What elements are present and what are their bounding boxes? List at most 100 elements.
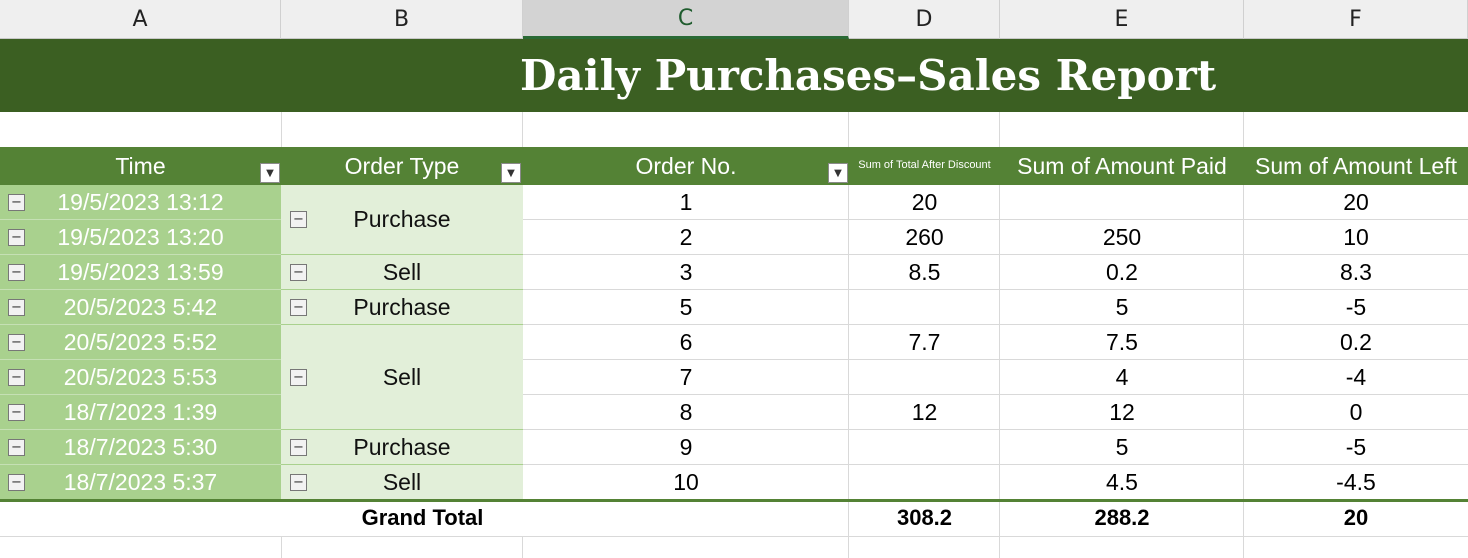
- time-cell[interactable]: 18/7/2023 1:39: [0, 395, 281, 430]
- gridline: [522, 536, 523, 558]
- sum-left-cell[interactable]: -4.5: [1336, 469, 1376, 495]
- sum-total-cell[interactable]: 7.7: [908, 329, 941, 355]
- order-type-cell[interactable]: Sell: [281, 465, 523, 500]
- sum-total-cell[interactable]: [849, 465, 1000, 500]
- time-cell[interactable]: 18/7/2023 5:37: [0, 465, 281, 500]
- sum-paid-cell[interactable]: 7.5: [1106, 329, 1138, 355]
- order-no-cell[interactable]: 10: [673, 469, 699, 495]
- sum-left-cell[interactable]: 10: [1343, 224, 1369, 250]
- sum-total-cell[interactable]: 12: [911, 399, 938, 425]
- collapse-minus-icon[interactable]: −: [8, 229, 25, 246]
- dropdown-arrow-icon: ▼: [507, 167, 515, 179]
- sum-total-cell[interactable]: 20: [911, 189, 938, 215]
- gridline: [999, 185, 1000, 500]
- gridline: [281, 112, 282, 147]
- order-no-cell[interactable]: 6: [679, 329, 693, 355]
- column-header-a[interactable]: A: [0, 0, 281, 39]
- column-header-e[interactable]: E: [1000, 0, 1244, 39]
- time-filter-dropdown[interactable]: ▼: [260, 163, 280, 183]
- collapse-minus-icon[interactable]: −: [8, 299, 25, 316]
- time-cell[interactable]: 20/5/2023 5:42: [0, 290, 281, 325]
- order-no-cell[interactable]: 3: [679, 259, 693, 285]
- gridline: [999, 502, 1000, 558]
- sum-total-cell[interactable]: [849, 360, 1000, 395]
- time-cell[interactable]: 18/7/2023 5:30: [0, 430, 281, 465]
- order-no-cell[interactable]: 7: [679, 364, 693, 390]
- gridline: [281, 536, 282, 558]
- collapse-minus-icon[interactable]: −: [290, 263, 307, 281]
- order-type-cell[interactable]: Purchase: [281, 290, 523, 325]
- header-order-no[interactable]: Order No.: [635, 152, 737, 179]
- collapse-minus-icon[interactable]: −: [8, 264, 25, 281]
- header-sum-amount-paid[interactable]: Sum of Amount Paid: [1017, 152, 1227, 179]
- order-no-cell[interactable]: 2: [679, 224, 693, 250]
- sum-left-cell[interactable]: -5: [1345, 434, 1367, 460]
- column-header-d[interactable]: D: [849, 0, 1000, 39]
- column-header-f[interactable]: F: [1244, 0, 1468, 39]
- collapse-minus-icon[interactable]: −: [290, 298, 307, 316]
- grand-total-sum-paid[interactable]: 288.2: [1094, 505, 1150, 530]
- sum-paid-cell[interactable]: 12: [1109, 399, 1135, 425]
- gridline: [848, 112, 849, 147]
- sum-total-cell[interactable]: [849, 430, 1000, 465]
- grand-total-sum-left[interactable]: 20: [1343, 505, 1369, 530]
- collapse-minus-icon[interactable]: −: [8, 474, 25, 491]
- gridline: [522, 112, 523, 147]
- collapse-minus-icon[interactable]: −: [290, 368, 307, 386]
- column-header-b[interactable]: B: [281, 0, 523, 39]
- order-no-filter-dropdown[interactable]: ▼: [828, 163, 848, 183]
- sum-left-cell[interactable]: -5: [1345, 294, 1367, 320]
- sum-paid-cell[interactable]: [1000, 185, 1244, 220]
- gridline: [1243, 185, 1244, 500]
- sum-total-cell[interactable]: [849, 290, 1000, 325]
- time-cell[interactable]: 19/5/2023 13:12: [0, 185, 281, 220]
- order-type-cell[interactable]: Purchase: [281, 185, 523, 255]
- time-cell[interactable]: 20/5/2023 5:53: [0, 360, 281, 395]
- order-no-cell[interactable]: 9: [679, 434, 693, 460]
- sum-total-cell[interactable]: 8.5: [908, 259, 941, 285]
- order-no-cell[interactable]: 5: [679, 294, 693, 320]
- sum-left-cell[interactable]: -4: [1345, 364, 1367, 390]
- gridline: [523, 359, 1468, 360]
- sum-left-cell[interactable]: 8.3: [1340, 259, 1372, 285]
- order-type-cell[interactable]: Purchase: [281, 430, 523, 465]
- order-type-cell[interactable]: Sell: [281, 255, 523, 290]
- sum-paid-cell[interactable]: 4: [1115, 364, 1129, 390]
- gridline: [523, 254, 1468, 255]
- grand-total-label: Grand Total: [361, 505, 484, 530]
- sum-left-cell[interactable]: 0.2: [1340, 329, 1372, 355]
- report-title[interactable]: Daily Purchases–Sales Report: [520, 51, 1217, 100]
- collapse-minus-icon[interactable]: −: [8, 194, 25, 211]
- dropdown-arrow-icon: ▼: [266, 167, 274, 179]
- collapse-minus-icon[interactable]: −: [290, 438, 307, 456]
- sum-paid-cell[interactable]: 0.2: [1106, 259, 1138, 285]
- collapse-minus-icon[interactable]: −: [290, 473, 307, 491]
- collapse-minus-icon[interactable]: −: [290, 211, 307, 228]
- sum-paid-cell[interactable]: 5: [1115, 434, 1129, 460]
- header-sum-amount-left[interactable]: Sum of Amount Left: [1254, 152, 1457, 179]
- collapse-minus-icon[interactable]: −: [8, 334, 25, 351]
- sum-paid-cell[interactable]: 250: [1102, 224, 1142, 250]
- sum-paid-cell[interactable]: 5: [1115, 294, 1129, 320]
- time-cell[interactable]: 19/5/2023 13:59: [0, 255, 281, 290]
- column-header-c[interactable]: C: [523, 0, 849, 39]
- collapse-minus-icon[interactable]: −: [8, 369, 25, 386]
- sum-total-cell[interactable]: 260: [905, 224, 944, 250]
- gridline: [848, 185, 849, 500]
- header-sum-total-after-discount[interactable]: Sum of Total After Discount: [858, 159, 991, 171]
- order-type-cell[interactable]: Sell: [281, 325, 523, 430]
- grand-total-sum-total[interactable]: 308.2: [896, 505, 953, 530]
- order-type-filter-dropdown[interactable]: ▼: [501, 163, 521, 183]
- sum-left-cell[interactable]: 0: [1349, 399, 1363, 425]
- time-cell[interactable]: 20/5/2023 5:52: [0, 325, 281, 360]
- gridline: [0, 536, 1468, 537]
- order-no-cell[interactable]: 8: [679, 399, 693, 425]
- sum-paid-cell[interactable]: 4.5: [1106, 469, 1138, 495]
- collapse-minus-icon[interactable]: −: [8, 404, 25, 421]
- order-no-cell[interactable]: 1: [679, 189, 693, 215]
- collapse-minus-icon[interactable]: −: [8, 439, 25, 456]
- sum-left-cell[interactable]: 20: [1343, 189, 1369, 215]
- header-order-type[interactable]: Order Type: [344, 152, 460, 179]
- header-time[interactable]: Time: [115, 152, 166, 179]
- time-cell[interactable]: 19/5/2023 13:20: [0, 220, 281, 255]
